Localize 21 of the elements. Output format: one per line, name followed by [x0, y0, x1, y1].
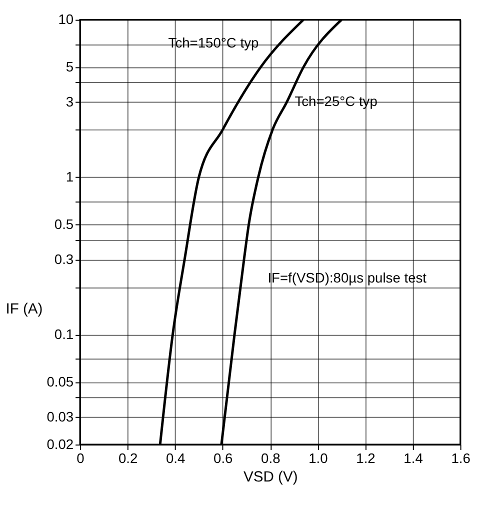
x-axis-title: VSD (V) — [244, 470, 298, 486]
x-tick-label: 0.4 — [166, 450, 186, 466]
x-tick-label: 0 — [76, 450, 85, 466]
y-tick-label: 0.5 — [54, 216, 74, 232]
y-tick-label: 3 — [66, 94, 74, 110]
y-tick-label: 0.02 — [46, 436, 74, 452]
y-tick-label: 0.1 — [54, 326, 74, 342]
y-tick-label: 10 — [58, 11, 74, 28]
y-tick-label: 5 — [66, 58, 74, 75]
y-tick-label: 1 — [66, 168, 74, 185]
x-tick-label: 0.8 — [261, 450, 281, 466]
y-tick-label: 0.05 — [46, 373, 74, 390]
x-tick-label: 1.6 — [451, 450, 471, 466]
x-tick-label: 1.4 — [404, 450, 424, 466]
y-axis-title: IF (A) — [6, 302, 43, 318]
x-tick-label: 1.0 — [308, 450, 328, 466]
x-tick-label: 0.6 — [214, 450, 234, 466]
y-tick-label: 0.3 — [54, 250, 74, 267]
x-tick-label: 0.2 — [118, 450, 138, 466]
x-tick-label: 1.2 — [356, 450, 376, 466]
y-tick-label: 0.03 — [46, 408, 74, 424]
